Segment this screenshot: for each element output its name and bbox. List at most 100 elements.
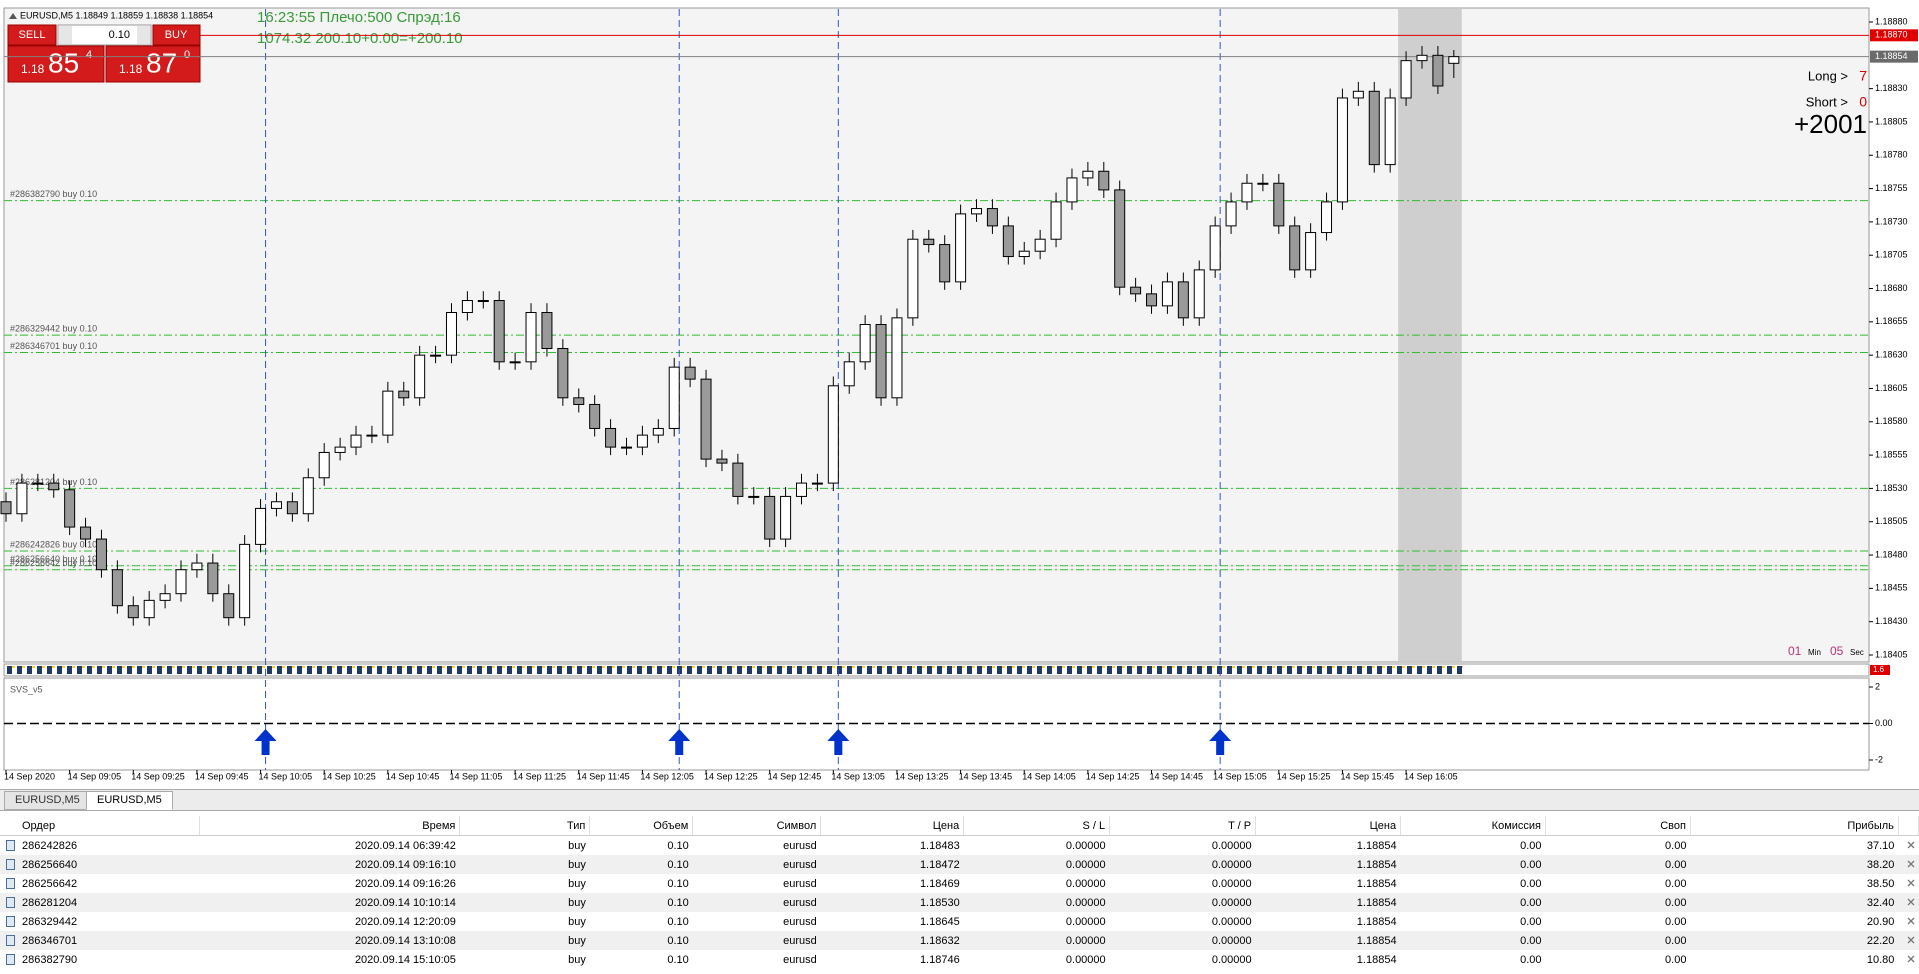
strip-blocks <box>5 666 1463 674</box>
candle-body <box>1448 56 1460 64</box>
close-order[interactable] <box>1907 936 1915 944</box>
close-order[interactable] <box>1907 841 1915 849</box>
candle-body <box>636 434 648 448</box>
candle-body <box>350 434 362 448</box>
column-header: Цена <box>820 816 965 836</box>
cell: 0.10 <box>589 931 693 950</box>
close-cell <box>1898 931 1919 950</box>
sell-price-box[interactable] <box>7 45 105 83</box>
candle-body <box>127 605 139 619</box>
order-row[interactable]: 286242826 2020.09.14 06:39:42 buy 0.10 eurus… <box>0 836 1919 856</box>
buy-price-point: 0 <box>184 49 190 61</box>
buy-arrow <box>254 728 277 755</box>
order-row[interactable]: 286281204 2020.09.14 10:10:14 buy 0.10 eurus… <box>0 893 1919 912</box>
cell: 0.00000 <box>1065 915 1106 928</box>
candle-body <box>923 238 935 246</box>
lot-down[interactable] <box>59 26 72 44</box>
cell: 286256640 <box>0 855 200 874</box>
candle-body <box>318 451 330 479</box>
buy-price-box[interactable] <box>105 45 201 83</box>
tab-bar: EURUSD,M5 EURUSD,M5 <box>0 789 1919 811</box>
column-header: Своп <box>1545 816 1691 836</box>
spread-tag <box>1870 665 1890 675</box>
column-header: Время <box>199 816 461 836</box>
candle-body <box>239 543 251 619</box>
candle-body <box>605 427 617 448</box>
y-tick-label: 1.18830 <box>1875 83 1908 93</box>
bid-tag-label: 1.18854 <box>1875 51 1908 61</box>
candle-body <box>668 366 680 429</box>
cell: 0.00000 <box>1211 877 1252 890</box>
sell-price-pips: 85 <box>48 47 79 78</box>
candle-body <box>270 501 282 509</box>
x-tick-label: 14 Sep 11:45 <box>577 771 630 781</box>
candle-body <box>1034 238 1046 252</box>
x-tick-label: 14 Sep 09:45 <box>195 771 249 781</box>
candle-body <box>557 347 569 399</box>
cell: 1.18854 <box>1356 953 1397 966</box>
cell: 0.10 <box>667 839 689 852</box>
ask-tag-label: 1.18870 <box>1875 30 1908 40</box>
candle-body <box>1321 201 1333 234</box>
tab[interactable]: EURUSD,M5 <box>86 791 173 810</box>
y-tick-label: 1.18505 <box>1875 516 1908 526</box>
order-label: #286346701 buy 0.10 <box>10 341 97 351</box>
candle-body <box>493 300 505 363</box>
order-row[interactable]: 286329442 2020.09.14 12:20:09 buy 0.10 eurus… <box>0 912 1919 931</box>
order-icon <box>6 878 15 889</box>
candle-body <box>700 378 712 460</box>
close-cell <box>1898 893 1919 912</box>
cell: buy <box>459 855 590 874</box>
buy-arrow <box>668 728 691 755</box>
close-order[interactable] <box>1907 917 1915 925</box>
candle-body <box>1305 232 1317 271</box>
cell: 0.00000 <box>1109 893 1256 912</box>
lot-field[interactable] <box>57 24 152 46</box>
candle-body <box>414 354 426 399</box>
candle-body <box>1130 286 1142 295</box>
candle-body <box>1273 182 1285 227</box>
candle-body <box>461 300 473 314</box>
candle-body <box>223 593 235 619</box>
order-row[interactable]: 286256640 2020.09.14 09:16:10 buy 0.10 eurus… <box>0 855 1919 874</box>
cell: 0.00 <box>1520 953 1542 966</box>
cell: buy <box>568 877 586 890</box>
candle-body <box>891 317 903 399</box>
order-row[interactable]: 286382790 2020.09.14 15:10:05 buy 0.10 eurus… <box>0 950 1919 969</box>
candle-body <box>1050 201 1062 240</box>
order-icon <box>6 916 15 927</box>
candle-body <box>939 244 951 283</box>
candle-body <box>334 446 346 453</box>
close-order[interactable] <box>1907 879 1915 887</box>
tab[interactable]: EURUSD,M5 <box>4 791 91 810</box>
cell: 0.00 <box>1545 855 1691 874</box>
order-row[interactable]: 286256642 2020.09.14 09:16:26 buy 0.10 eurus… <box>0 874 1919 893</box>
timer-min-label: Min <box>1808 648 1821 657</box>
cell: 0.00 <box>1665 877 1687 890</box>
cell: buy <box>568 953 586 966</box>
cell: 0.00000 <box>1109 931 1256 950</box>
cell: 1.18483 <box>919 839 960 852</box>
sell-button[interactable] <box>7 24 57 46</box>
cell: 286256642 <box>0 874 200 893</box>
timer-min: 01 <box>1788 644 1802 658</box>
candle-body <box>796 482 807 497</box>
y-tick-label: 1.18605 <box>1875 383 1908 393</box>
candle-body <box>286 501 298 515</box>
y-tick-label: 1.18455 <box>1875 583 1908 593</box>
candle-body <box>732 462 744 497</box>
close-order[interactable] <box>1907 860 1915 868</box>
close-order[interactable] <box>1907 955 1915 963</box>
close-cell <box>1898 912 1918 931</box>
cell: 286346701 <box>0 931 200 950</box>
order-icon <box>6 935 15 946</box>
order-row[interactable]: 286346701 2020.09.14 13:10:08 buy 0.10 eurus… <box>0 931 1919 950</box>
x-tick-label: 14 Sep 13:25 <box>895 771 949 781</box>
y-tick-label: 1.18880 <box>1875 16 1908 26</box>
indicator-name: SVS_v5 <box>10 684 43 694</box>
candle-body <box>875 324 887 399</box>
lot-up[interactable] <box>137 26 150 44</box>
sell-label: SELL <box>19 29 46 41</box>
close-order[interactable] <box>1907 898 1915 906</box>
